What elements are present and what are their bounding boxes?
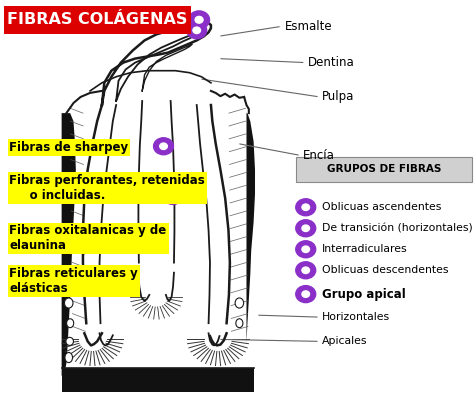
Polygon shape bbox=[62, 113, 76, 376]
Text: Apicales: Apicales bbox=[322, 337, 368, 346]
Circle shape bbox=[169, 193, 177, 199]
Circle shape bbox=[296, 220, 316, 237]
Circle shape bbox=[195, 17, 203, 23]
Text: Esmalte: Esmalte bbox=[284, 20, 332, 33]
Circle shape bbox=[113, 278, 133, 295]
FancyBboxPatch shape bbox=[62, 368, 254, 392]
FancyBboxPatch shape bbox=[4, 6, 191, 34]
Text: De transición (horizontales): De transición (horizontales) bbox=[322, 223, 473, 233]
Circle shape bbox=[160, 143, 167, 149]
Circle shape bbox=[141, 241, 148, 248]
Text: Dentina: Dentina bbox=[308, 56, 355, 69]
Ellipse shape bbox=[66, 319, 73, 328]
Circle shape bbox=[119, 283, 127, 289]
Text: Pulpa: Pulpa bbox=[322, 90, 355, 103]
Circle shape bbox=[302, 246, 310, 252]
Text: Oblicuas ascendentes: Oblicuas ascendentes bbox=[322, 202, 442, 212]
Text: FIBRAS COLÁGENAS: FIBRAS COLÁGENAS bbox=[7, 12, 187, 27]
Circle shape bbox=[302, 204, 310, 210]
Circle shape bbox=[302, 225, 310, 231]
Circle shape bbox=[135, 236, 155, 253]
Polygon shape bbox=[244, 113, 255, 376]
Text: Fibras oxitalanicas y de
elaunina: Fibras oxitalanicas y de elaunina bbox=[9, 224, 167, 252]
Text: Encía: Encía bbox=[303, 149, 335, 162]
Text: Oblicuas descendentes: Oblicuas descendentes bbox=[322, 265, 449, 275]
FancyBboxPatch shape bbox=[296, 157, 472, 182]
Ellipse shape bbox=[235, 298, 244, 308]
Text: Horizontales: Horizontales bbox=[322, 312, 391, 322]
Text: Fibras de sharpey: Fibras de sharpey bbox=[9, 141, 128, 154]
Circle shape bbox=[302, 291, 310, 297]
Circle shape bbox=[296, 241, 316, 258]
Circle shape bbox=[296, 262, 316, 279]
Circle shape bbox=[187, 22, 207, 39]
Ellipse shape bbox=[236, 319, 243, 328]
Text: Fibras perforantes, retenidas
     o incluidas.: Fibras perforantes, retenidas o incluida… bbox=[9, 174, 205, 202]
Text: GRUPOS DE FIBRAS: GRUPOS DE FIBRAS bbox=[327, 164, 441, 174]
Circle shape bbox=[189, 11, 210, 29]
Circle shape bbox=[296, 199, 316, 216]
Text: Grupo apical: Grupo apical bbox=[322, 288, 406, 301]
Circle shape bbox=[302, 267, 310, 274]
Text: Interradiculares: Interradiculares bbox=[322, 244, 408, 254]
Circle shape bbox=[163, 187, 183, 204]
Ellipse shape bbox=[66, 337, 73, 345]
Ellipse shape bbox=[64, 298, 73, 308]
Circle shape bbox=[296, 286, 316, 303]
Ellipse shape bbox=[65, 352, 73, 363]
Circle shape bbox=[154, 138, 173, 155]
Circle shape bbox=[193, 27, 201, 34]
Text: Fibras reticulares y
elásticas: Fibras reticulares y elásticas bbox=[9, 267, 138, 295]
